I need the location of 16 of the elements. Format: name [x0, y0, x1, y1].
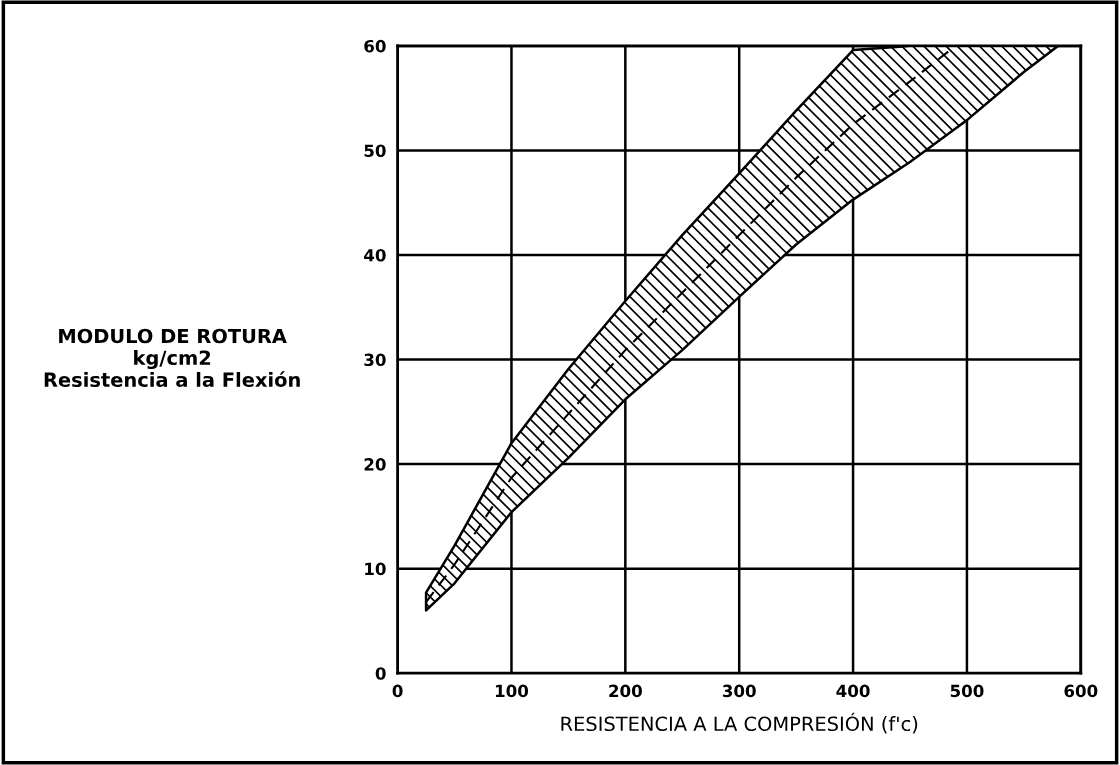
y-tick-label: 50 — [364, 144, 386, 158]
y-tick-label: 40 — [364, 248, 386, 262]
x-tick-label: 400 — [836, 684, 870, 698]
x-tick-label: 200 — [609, 684, 642, 698]
y-tick-label: 30 — [364, 353, 386, 367]
y-tick-label: 0 — [375, 667, 386, 680]
x-axis-title: RESISTENCIA A LA COMPRESIÓN (f'c) — [561, 712, 918, 734]
y-tick-label: 60 — [364, 39, 386, 53]
y-axis-title: MODULO DE ROTURA kg/cm2 Resistencia a la Flexión — [44, 328, 300, 388]
x-tick-label: 600 — [1064, 684, 1098, 698]
y-tick-label: 20 — [364, 458, 386, 471]
y-tick-label: 10 — [365, 562, 386, 576]
x-tick-label: 100 — [495, 684, 529, 698]
x-tick-label: 300 — [722, 684, 756, 698]
x-tick-label: 500 — [950, 684, 984, 698]
x-tick-label: 0 — [392, 684, 403, 698]
